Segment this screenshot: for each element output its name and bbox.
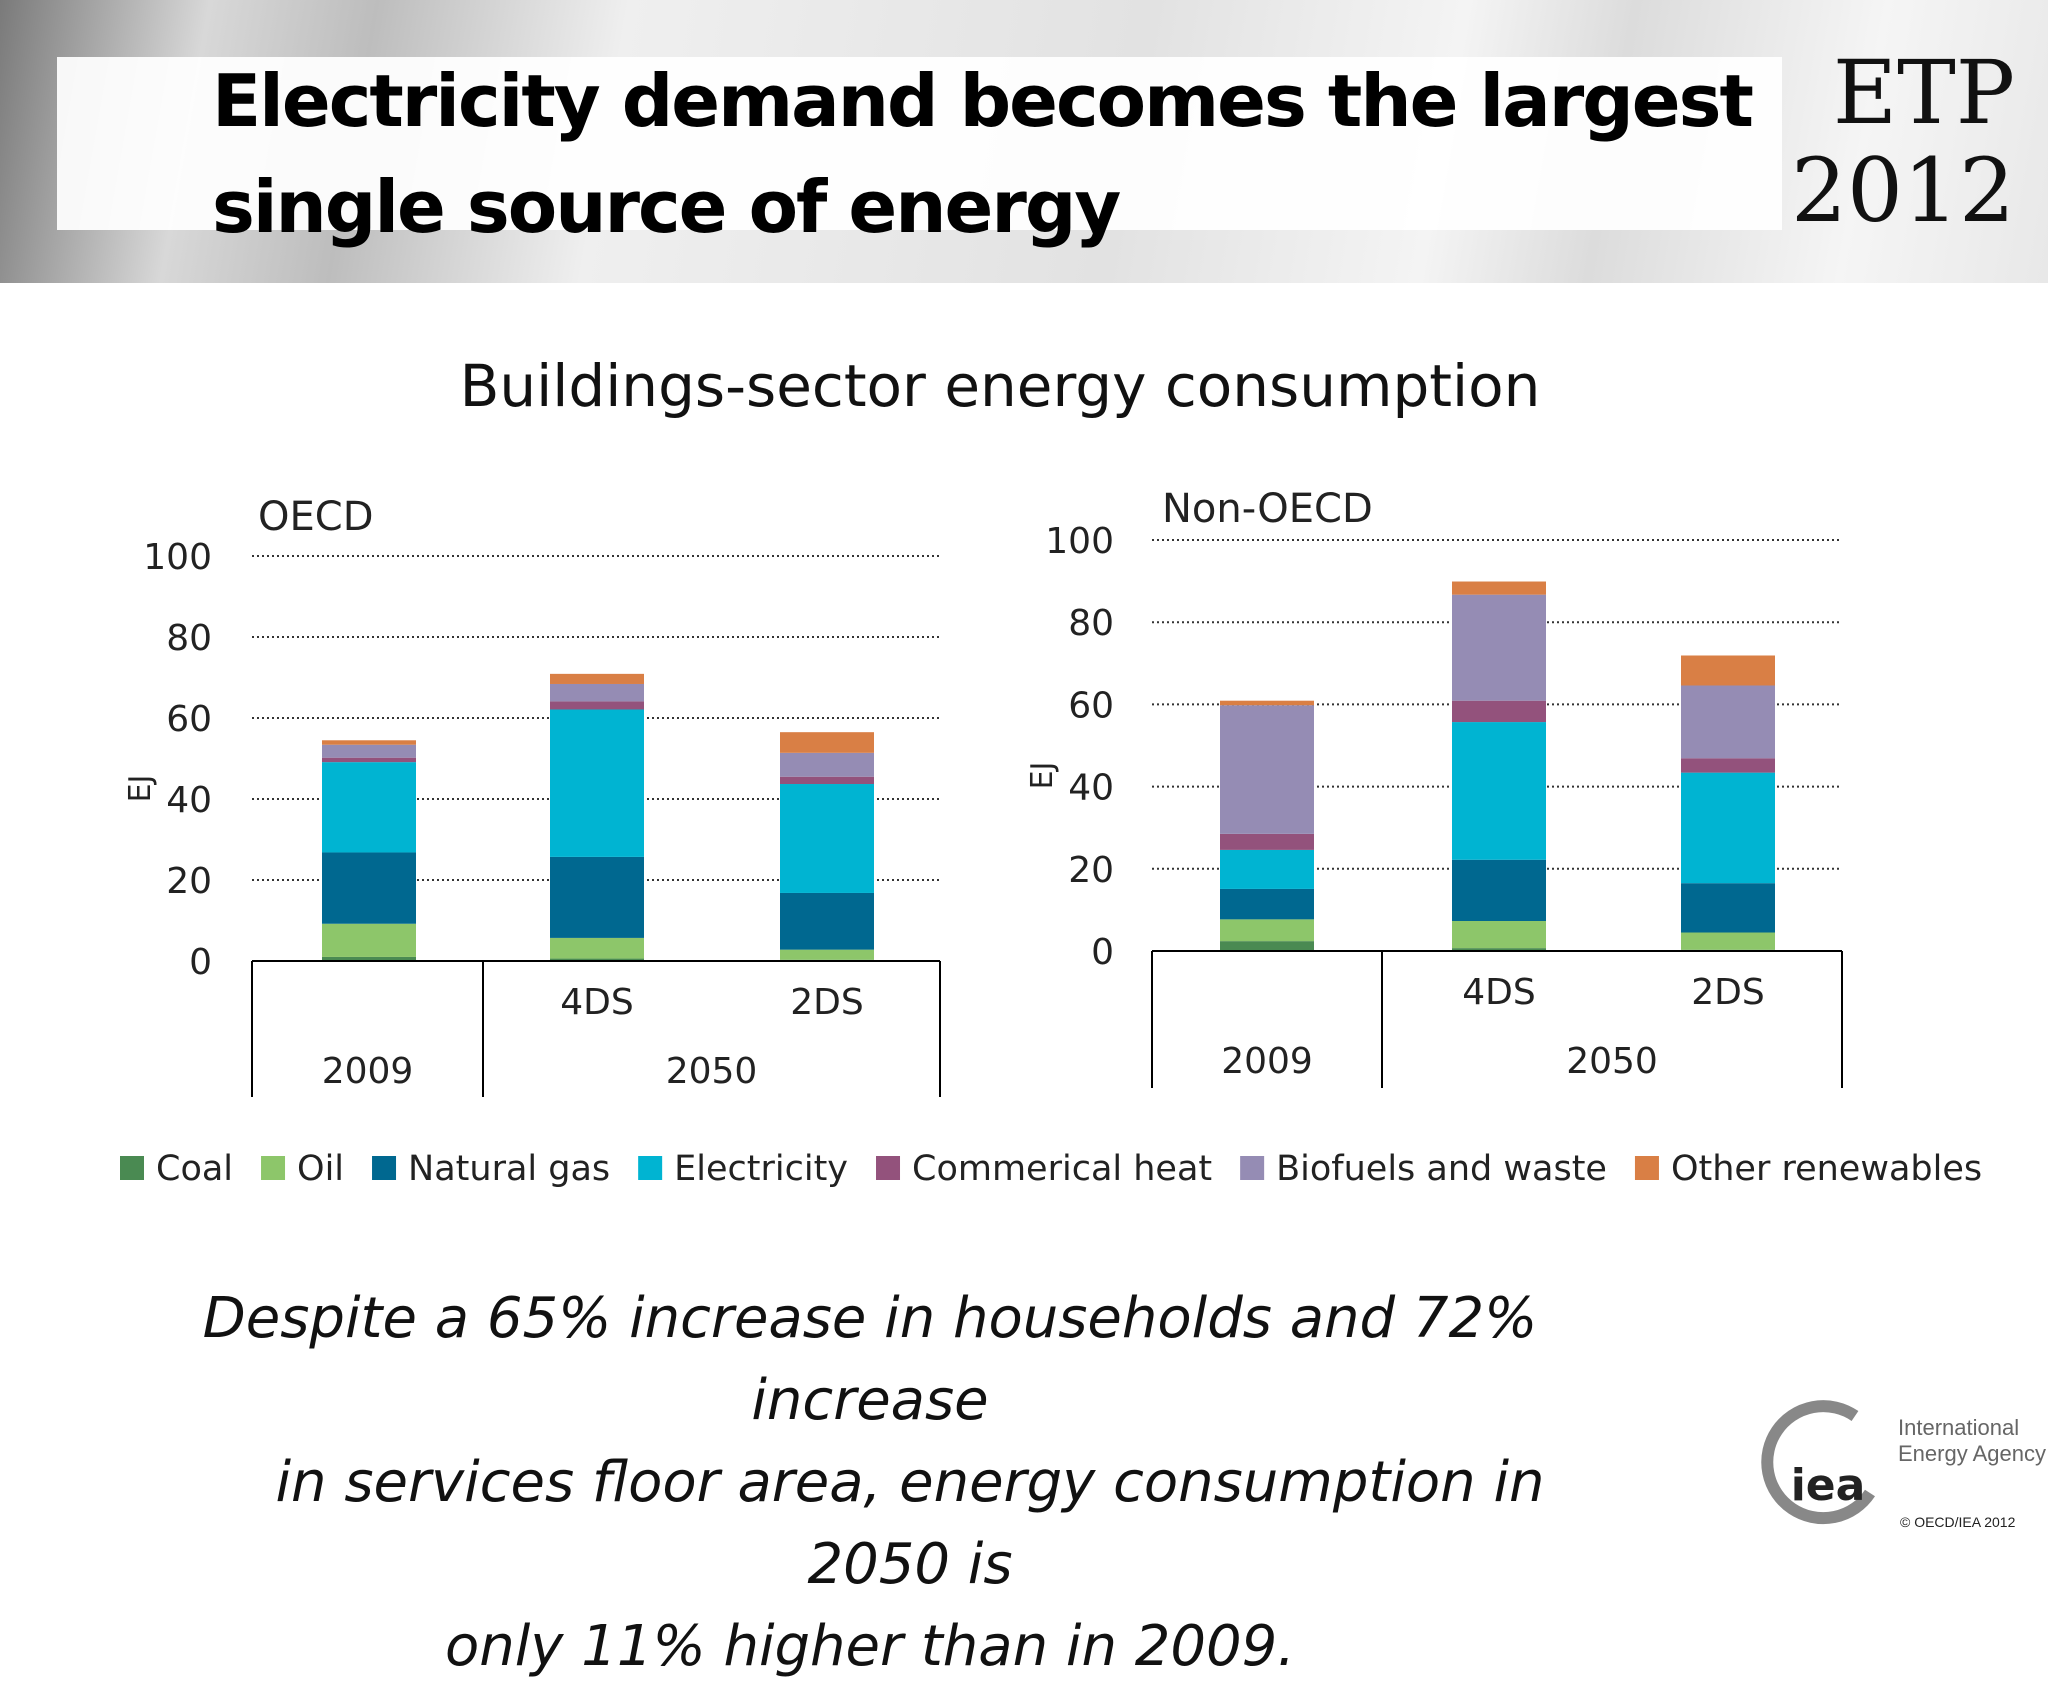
y-tick-label: 20: [166, 861, 212, 902]
etp-badge: ETP 2012: [1775, 44, 2015, 240]
x-group-label: 2050: [666, 1051, 758, 1092]
caption-line-3: only 11% higher than in 2009.: [444, 1614, 1296, 1679]
chart-panel-title: Non-OECD: [1162, 486, 1373, 532]
bar-segment-biofuels-and-waste: [1681, 685, 1775, 759]
bar-segment-coal: [322, 956, 416, 961]
y-tick-label: 100: [143, 537, 212, 578]
caption-line-2: in services floor area, energy consumpti…: [275, 1450, 1545, 1597]
legend-label: Biofuels and waste: [1276, 1149, 1607, 1189]
y-tick-label: 40: [1068, 768, 1114, 809]
chart-title: Buildings-sector energy consumption: [459, 352, 1541, 420]
bar-segment-natural-gas: [780, 892, 874, 950]
bar-segment-biofuels-and-waste: [1220, 705, 1314, 834]
header-banner: Electricity demand becomes the largest s…: [0, 0, 2048, 283]
legend-label: Commerical heat: [912, 1149, 1212, 1189]
x-category-label: 4DS: [1462, 972, 1535, 1013]
copyright: © OECD/IEA 2012: [1900, 1514, 2016, 1530]
legend-swatch: [876, 1156, 901, 1180]
bar-segment-other-renewables: [1220, 700, 1314, 706]
iea-name-line-1: International: [1898, 1415, 2020, 1440]
bar-segment-natural-gas: [1220, 888, 1314, 920]
legend-label: Coal: [156, 1149, 233, 1189]
iea-name-line-2: Energy Agency: [1898, 1441, 2046, 1466]
bar-segment-electricity: [780, 784, 874, 893]
legend-swatch: [372, 1156, 397, 1180]
bar-segment-oil: [322, 923, 416, 957]
bar-segment-biofuels-and-waste: [780, 752, 874, 777]
iea-logo-mark: iea: [1791, 1460, 1866, 1511]
bar-segment-coal: [550, 958, 644, 961]
bar-segment-electricity: [1220, 849, 1314, 889]
bar-segment-other-renewables: [1681, 655, 1775, 686]
bar-segment-biofuels-and-waste: [1452, 594, 1546, 701]
chart-panel-title: OECD: [258, 494, 374, 540]
x-category-label: 4DS: [560, 982, 633, 1023]
bar-segment-oil: [1681, 932, 1775, 950]
legend-label: Other renewables: [1671, 1149, 1982, 1189]
y-axis-label: EJ: [1025, 762, 1060, 790]
legend-swatch: [1240, 1156, 1265, 1180]
y-tick-label: 60: [1068, 685, 1114, 726]
bar-segment-electricity: [322, 762, 416, 853]
bar-segment-biofuels-and-waste: [550, 683, 644, 702]
bar-segment-other-renewables: [322, 740, 416, 745]
legend-label: Oil: [297, 1149, 344, 1189]
legend-swatch: [1634, 1156, 1659, 1180]
title-line-2: single source of energy: [212, 165, 1121, 249]
bar-segment-electricity: [550, 709, 644, 857]
x-group-label: 2050: [1566, 1041, 1658, 1082]
charts-area: OECD 0 20 40 60 80 100 EJ 4DS 2DS 2009 2050 Non-OECD…: [120, 486, 1982, 1189]
x-group-label: 2009: [322, 1051, 414, 1092]
bar-segment-commerical-heat: [1681, 758, 1775, 773]
y-tick-label: 60: [166, 699, 212, 740]
bar-segment-natural-gas: [322, 852, 416, 924]
y-axis-label: EJ: [123, 775, 158, 803]
y-tick-label: 20: [1068, 850, 1114, 891]
bar-segment-oil: [550, 937, 644, 959]
legend-swatch: [120, 1156, 144, 1180]
y-tick-label: 100: [1045, 521, 1114, 562]
caption-line-1: Despite a 65% increase in households and…: [202, 1286, 1538, 1433]
y-tick-label: 0: [1091, 932, 1114, 973]
etp-badge-line-1: ETP: [1832, 41, 2015, 144]
etp-badge-line-2: 2012: [1791, 139, 2015, 242]
legend-swatch: [261, 1156, 286, 1180]
iea-logo: iea: [1761, 1400, 1875, 1525]
bar-segment-oil: [780, 949, 874, 960]
bar-segment-coal: [1220, 941, 1314, 951]
bar-segment-electricity: [1681, 772, 1775, 884]
bar-segment-commerical-heat: [780, 776, 874, 785]
legend-swatch: [638, 1156, 663, 1180]
caption: Despite a 65% increase in households and…: [130, 1278, 1610, 1688]
iea-logo-ring: [1761, 1400, 1875, 1525]
bar-segment-commerical-heat: [1452, 700, 1546, 723]
bar-segment-oil: [1220, 919, 1314, 942]
title-box: [57, 57, 1782, 230]
slide-title: Electricity demand becomes the largest s…: [212, 48, 1772, 260]
bar-segment-natural-gas: [550, 856, 644, 938]
bar-segment-other-renewables: [780, 732, 874, 753]
x-category-label: 2DS: [790, 982, 863, 1023]
bar-segment-other-renewables: [1452, 581, 1546, 595]
bar-segment-electricity: [1452, 722, 1546, 860]
legend-label: Natural gas: [408, 1149, 610, 1189]
bar-segment-coal: [1452, 948, 1546, 951]
bar-segment-other-renewables: [550, 673, 644, 684]
x-category-label: 2DS: [1691, 972, 1764, 1013]
y-tick-label: 0: [189, 942, 212, 983]
bar-segment-commerical-heat: [550, 701, 644, 710]
title-line-1: Electricity demand becomes the largest: [212, 59, 1754, 143]
iea-name: International Energy Agency: [1898, 1415, 2046, 1467]
bar-segment-commerical-heat: [322, 757, 416, 763]
bar-segment-commerical-heat: [1220, 833, 1314, 850]
y-tick-label: 80: [166, 618, 212, 659]
y-tick-label: 80: [1068, 603, 1114, 644]
bar-segment-biofuels-and-waste: [322, 744, 416, 758]
bar-segment-oil: [1452, 920, 1546, 949]
bar-segment-natural-gas: [1452, 859, 1546, 921]
bar-segment-natural-gas: [1681, 883, 1775, 933]
y-tick-label: 40: [166, 780, 212, 821]
legend-label: Electricity: [674, 1149, 848, 1189]
x-group-label: 2009: [1221, 1041, 1313, 1082]
